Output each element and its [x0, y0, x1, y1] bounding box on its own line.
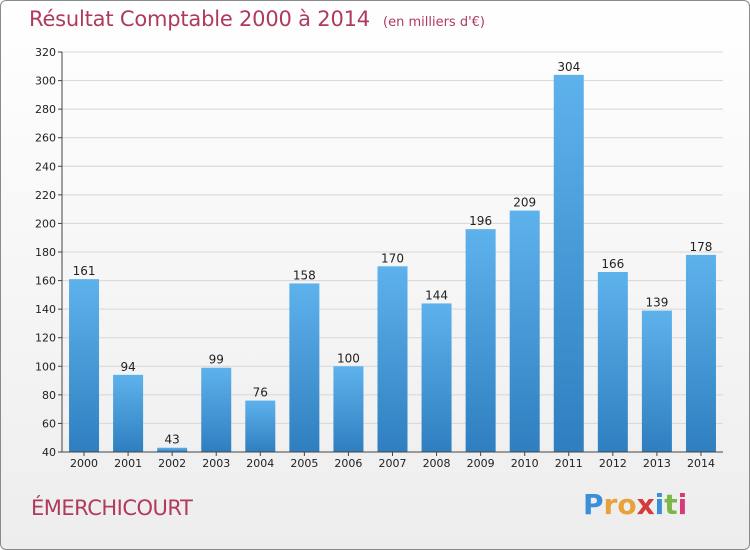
- y-tick-label: 220: [35, 189, 56, 202]
- data-label-2003: 99: [209, 353, 224, 367]
- x-tick-label: 2014: [687, 457, 715, 470]
- data-label-2012: 166: [601, 257, 624, 271]
- x-tick-label: 2003: [202, 457, 230, 470]
- logo-letter: r: [603, 488, 618, 521]
- bar-2000: [69, 279, 100, 452]
- logo-letter: i: [677, 488, 688, 521]
- x-tick-label: 2002: [158, 457, 186, 470]
- y-tick-label: 240: [35, 160, 56, 173]
- bar-2009: [465, 229, 496, 452]
- y-tick-label: 320: [35, 46, 56, 59]
- data-label-2002: 43: [165, 433, 180, 447]
- commune-name: ÉMERCHICOURT: [31, 496, 193, 520]
- bar-2004: [245, 400, 276, 452]
- bar-2003: [201, 367, 232, 452]
- chart-title: Résultat Comptable 2000 à 2014: [29, 7, 370, 31]
- axes: 40 60 80 100 120 140 160 180 200 220 240 260 280 300 3…: [35, 46, 723, 470]
- x-tick-label: 2011: [555, 457, 583, 470]
- data-label-2004: 76: [253, 386, 268, 400]
- y-tick-label: 260: [35, 132, 56, 145]
- x-tick-label: 2010: [511, 457, 539, 470]
- y-tick-label: 160: [35, 275, 56, 288]
- x-tick-label: 2008: [423, 457, 451, 470]
- data-labels: 161 94 43 99 76 158 100 170 144 196 209 304 166 139 17…: [73, 60, 713, 447]
- x-tick-label: 2004: [246, 457, 274, 470]
- bar-2011: [553, 74, 584, 452]
- logo-letter: x: [636, 488, 655, 521]
- x-tick-label: 2006: [334, 457, 362, 470]
- x-tick-label: 2001: [114, 457, 142, 470]
- proxiti-logo: Proxiti: [583, 488, 687, 521]
- y-tick-label: 280: [35, 103, 56, 116]
- bar-2008: [421, 303, 452, 452]
- logo-letter: i: [654, 488, 665, 521]
- x-tick-label: 2005: [290, 457, 318, 470]
- bar-2006: [333, 366, 364, 452]
- data-label-2010: 209: [513, 196, 536, 210]
- chart-subtitle: (en milliers d'€): [383, 15, 485, 30]
- y-tick-label: 40: [42, 446, 56, 459]
- y-tick-label: 300: [35, 75, 56, 88]
- bar-2010: [509, 210, 540, 452]
- x-tick-label: 2009: [467, 457, 495, 470]
- y-tick-label: 60: [42, 417, 56, 430]
- logo-letter: t: [664, 488, 678, 521]
- y-tick-label: 120: [35, 332, 56, 345]
- x-tick-label: 2007: [379, 457, 407, 470]
- bar-2005: [289, 283, 320, 452]
- bars: [69, 74, 716, 452]
- y-tick-label: 180: [35, 246, 56, 259]
- data-label-2011: 304: [557, 60, 580, 74]
- y-tick-label: 100: [35, 360, 56, 373]
- data-label-2007: 170: [381, 251, 404, 265]
- logo-letter: P: [583, 488, 604, 521]
- y-tick-label: 140: [35, 303, 56, 316]
- data-label-2005: 158: [293, 268, 316, 282]
- title-row: Résultat Comptable 2000 à 2014 (en milli…: [29, 7, 485, 31]
- bar-2012: [597, 272, 628, 452]
- bar-2007: [377, 266, 408, 452]
- bar-2014: [685, 254, 716, 452]
- data-label-2000: 161: [73, 264, 96, 278]
- bar-2013: [641, 310, 672, 452]
- data-label-2009: 196: [469, 214, 492, 228]
- bar-2001: [113, 374, 144, 452]
- y-tick-label: 200: [35, 217, 56, 230]
- data-label-2013: 139: [645, 296, 668, 310]
- data-label-2008: 144: [425, 288, 448, 302]
- x-tick-label: 2012: [599, 457, 627, 470]
- logo-letter: o: [617, 488, 637, 521]
- x-tick-label: 2000: [70, 457, 98, 470]
- data-label-2006: 100: [337, 351, 360, 365]
- x-tick-label: 2013: [643, 457, 671, 470]
- data-label-2001: 94: [120, 360, 135, 374]
- y-tick-label: 80: [42, 389, 56, 402]
- bar-2002: [157, 447, 188, 452]
- data-label-2014: 178: [690, 240, 713, 254]
